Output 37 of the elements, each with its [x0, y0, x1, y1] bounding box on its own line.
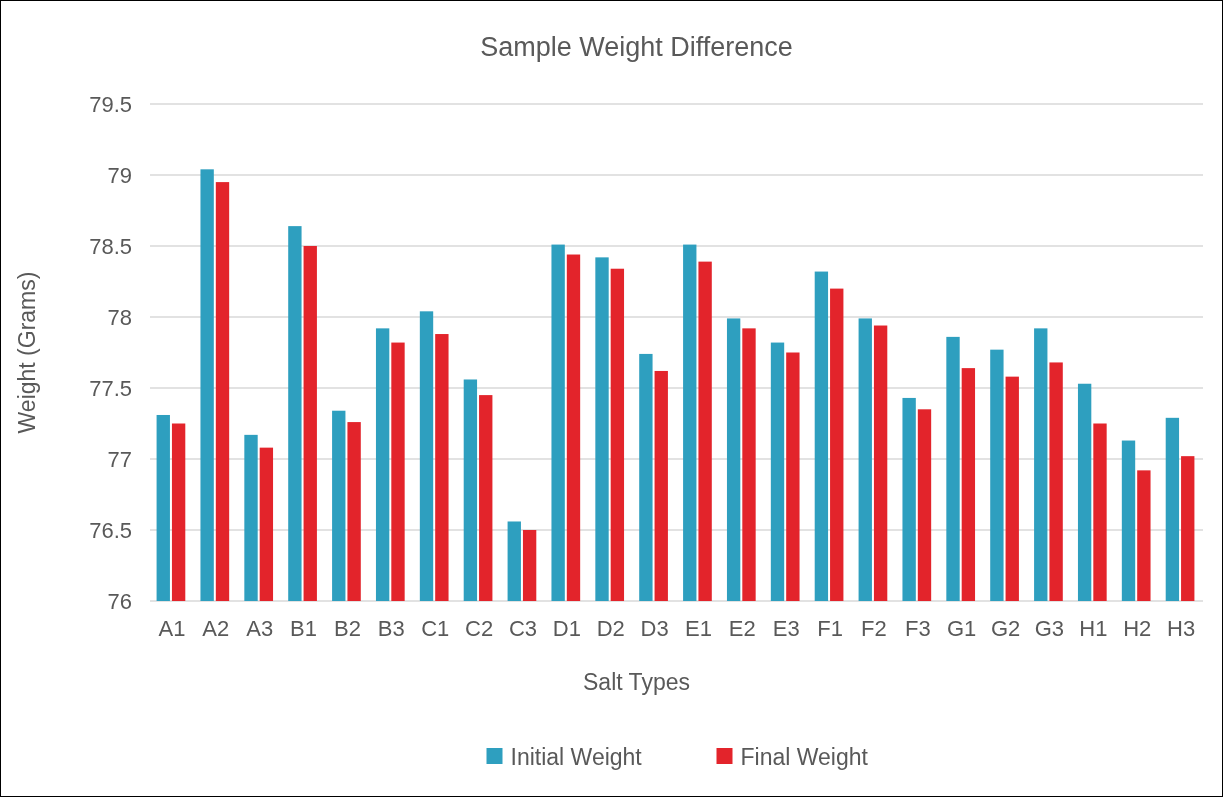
x-tick-label: G3: [1034, 616, 1065, 641]
y-tick-label: 76.5: [89, 517, 132, 543]
y-tick-label: 79: [107, 162, 132, 188]
y-tick-label: 77: [107, 446, 132, 472]
x-tick-label: B1: [290, 616, 318, 641]
x-tick-label: F2: [861, 616, 887, 641]
x-tick-label: E2: [728, 616, 756, 641]
y-tick-label: 78: [107, 304, 132, 330]
x-tick-label: D2: [596, 616, 625, 641]
x-tick-label: F3: [904, 616, 931, 641]
x-tick-label: A1: [158, 616, 186, 641]
x-tick-label: D1: [552, 616, 581, 641]
y-tick-label: 77.5: [89, 375, 132, 401]
legend-label: Final Weight: [740, 744, 869, 771]
x-tick-label: F1: [817, 616, 843, 641]
y-axis-title: Weight (Grams): [14, 271, 40, 434]
x-tick-label: G1: [947, 616, 977, 641]
chart-title: Sample Weight Difference: [480, 32, 793, 62]
x-tick-label: C3: [508, 616, 537, 641]
x-tick-label: H1: [1079, 616, 1108, 641]
x-tick-label: A3: [246, 616, 274, 641]
y-tick-label: 79.5: [89, 91, 132, 117]
x-tick-label: E3: [772, 616, 800, 641]
y-tick-label: 76: [107, 588, 132, 614]
x-tick-label: B2: [333, 616, 361, 641]
x-tick-label: H3: [1167, 616, 1196, 641]
x-tick-label: E1: [684, 616, 712, 641]
x-tick-label: D3: [640, 616, 669, 641]
x-tick-label: H2: [1123, 616, 1152, 641]
x-tick-label: B3: [377, 616, 405, 641]
x-tick-label: C2: [465, 616, 494, 641]
y-tick-label: 78.5: [89, 233, 132, 259]
x-axis-title: Salt Types: [583, 669, 690, 695]
x-tick-label: A2: [202, 616, 230, 641]
x-tick-label: C1: [421, 616, 450, 641]
legend-label: Initial Weight: [510, 744, 643, 771]
x-tick-label: G2: [990, 616, 1021, 641]
